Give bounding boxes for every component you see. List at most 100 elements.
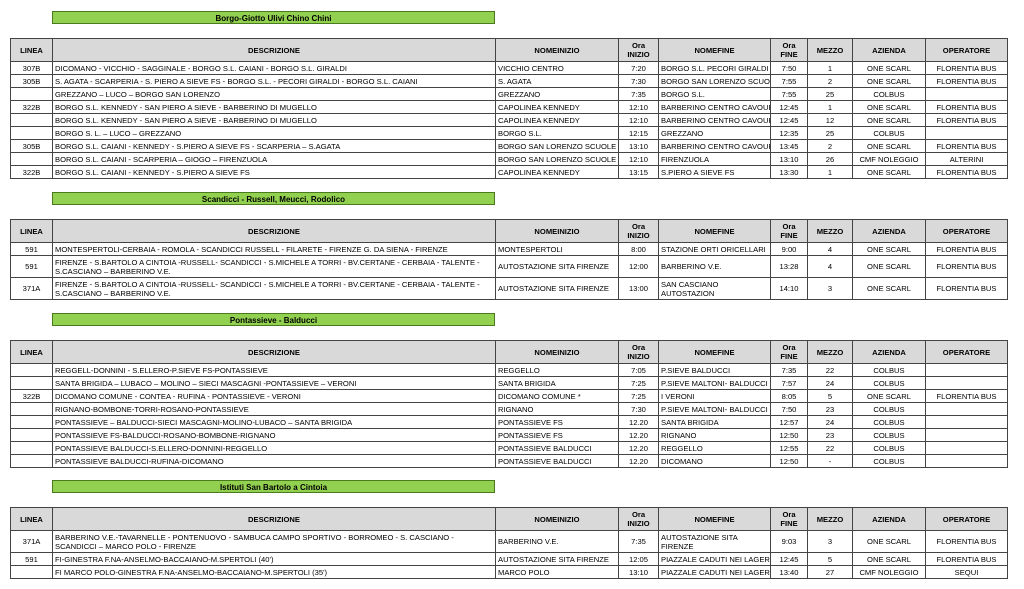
table-cell: 13:10 xyxy=(618,139,659,153)
table-cell: 27 xyxy=(807,565,853,579)
column-header: LINEA xyxy=(10,219,53,243)
column-header: NOMEINIZIO xyxy=(495,38,619,62)
table-cell: 12:55 xyxy=(770,441,808,455)
table-cell: FIRENZE - S.BARTOLO A CINTOIA -RUSSELL- … xyxy=(52,277,496,300)
table-cell: ONE SCARL xyxy=(852,61,926,75)
column-header: OPERATORE xyxy=(925,340,1008,364)
column-header: DESCRIZIONE xyxy=(52,219,496,243)
table-cell: PONTASSIEVE BALDUCCI-RUFINA-DICOMANO xyxy=(52,454,496,468)
table-row: SANTA BRIGIDA – LUBACO – MOLINO – SIECI … xyxy=(10,376,1008,390)
column-header: OPERATORE xyxy=(925,38,1008,62)
table-row: 322B BORGO S.L. KENNEDY - SAN PIERO A SIE… xyxy=(10,100,1008,114)
table-cell: GREZZANO xyxy=(495,87,619,101)
column-header: AZIENDA xyxy=(852,219,926,243)
table-cell: REGGELLO xyxy=(495,363,619,377)
table-cell: SEQUI xyxy=(925,565,1008,579)
table-cell: 13:15 xyxy=(618,165,659,179)
table-cell: FLORENTIA BUS xyxy=(925,552,1008,566)
table-row: 322B DICOMANO COMUNE - CONTEA - RUFINA - … xyxy=(10,389,1008,403)
table-cell: DICOMANO - VICCHIO - SAGGINALE - BORGO S… xyxy=(52,61,496,75)
table-cell: ONE SCARL xyxy=(852,277,926,300)
table-cell: COLBUS xyxy=(852,126,926,140)
table-cell: DICOMANO xyxy=(658,454,771,468)
table-cell: 3 xyxy=(807,530,853,553)
table-cell: CMF NOLEGGIO xyxy=(852,152,926,166)
table-row: PONTASSIEVE BALDUCCI-RUFINA-DICOMANO PONT… xyxy=(10,454,1008,468)
table-cell: 2 xyxy=(807,74,853,88)
table-cell xyxy=(10,454,53,468)
table-cell: PONTASSIEVE FS-BALDUCCI-ROSANO-BOMBONE-R… xyxy=(52,428,496,442)
table-cell: FLORENTIA BUS xyxy=(925,100,1008,114)
table-cell: CAPOLINEA KENNEDY xyxy=(495,165,619,179)
table-cell: MONTESPERTOLI-CERBAIA - ROMOLA - SCANDIC… xyxy=(52,242,496,256)
table-cell: REGGELLO xyxy=(658,441,771,455)
table-cell: 1 xyxy=(807,61,853,75)
table-cell: AUTOSTAZIONE SITA FIRENZE xyxy=(495,277,619,300)
table-cell: COLBUS xyxy=(852,428,926,442)
table-cell: ONE SCARL xyxy=(852,552,926,566)
table-cell: 13:40 xyxy=(770,565,808,579)
schedule-table: LINEA DESCRIZIONE NOMEINIZIO Ora INIZIO NOME… xyxy=(10,219,1008,300)
section-title: Borgo-Giotto Ulivi Chino Chini xyxy=(52,11,495,24)
table-cell: PONTASSIEVE – BALDUCCI-SIECI MASCAGNI-MO… xyxy=(52,415,496,429)
table-cell: 7:35 xyxy=(770,363,808,377)
table-cell: 12:10 xyxy=(618,113,659,127)
table-cell: COLBUS xyxy=(852,376,926,390)
table-row: FI MARCO POLO-GINESTRA F.NA-ANSELMO-BACC… xyxy=(10,565,1008,579)
table-cell xyxy=(10,428,53,442)
table-cell: P.SIEVE BALDUCCI xyxy=(658,363,771,377)
table-cell: BORGO SAN LORENZO SCUOLE C xyxy=(495,152,619,166)
table-cell: SAN CASCIANO AUTOSTAZION xyxy=(658,277,771,300)
table-cell: 591 xyxy=(10,552,53,566)
table-cell: 13:10 xyxy=(770,152,808,166)
table-cell: 23 xyxy=(807,428,853,442)
table-cell: BARBERINO V.E. xyxy=(658,255,771,278)
table-cell: BORGO S.L. PECORI GIRALDI 2 xyxy=(658,61,771,75)
table-row: BORGO S.L. KENNEDY - SAN PIERO A SIEVE -… xyxy=(10,113,1008,127)
table-cell: MONTESPERTOLI xyxy=(495,242,619,256)
table-cell: MARCO POLO xyxy=(495,565,619,579)
table-cell: BORGO S. L. – LUCO – GREZZANO xyxy=(52,126,496,140)
table-cell: 13:10 xyxy=(618,565,659,579)
table-cell: FI MARCO POLO-GINESTRA F.NA-ANSELMO-BACC… xyxy=(52,565,496,579)
table-cell: ALTERINI xyxy=(925,152,1008,166)
table-cell xyxy=(925,126,1008,140)
table-cell: PIAZZALE CADUTI NEI LAGER xyxy=(658,552,771,566)
table-cell: VICCHIO CENTRO xyxy=(495,61,619,75)
table-cell: COLBUS xyxy=(852,454,926,468)
table-cell: 13:28 xyxy=(770,255,808,278)
table-cell: 371A xyxy=(10,277,53,300)
table-cell: COLBUS xyxy=(852,363,926,377)
column-header: Ora INIZIO xyxy=(618,219,659,243)
header-row: LINEA DESCRIZIONE NOMEINIZIO Ora INIZIO NOME… xyxy=(10,219,1008,243)
column-header: LINEA xyxy=(10,507,53,531)
table-cell: BORGO S.L. xyxy=(495,126,619,140)
table-cell: GREZZANO xyxy=(658,126,771,140)
table-cell: 7:30 xyxy=(618,402,659,416)
table-cell: S. AGATA xyxy=(495,74,619,88)
table-cell: 1 xyxy=(807,100,853,114)
table-cell: 12:05 xyxy=(618,552,659,566)
table-cell: 7:50 xyxy=(770,61,808,75)
table-cell: ONE SCARL xyxy=(852,100,926,114)
table-cell xyxy=(925,441,1008,455)
column-header: NOMEFINE xyxy=(658,219,771,243)
table-row: 305B S. AGATA - SCARPERIA - S. PIERO A SI… xyxy=(10,74,1008,88)
table-row: 305B BORGO S.L. CAIANI - KENNEDY - S.PIER… xyxy=(10,139,1008,153)
table-cell: DICOMANO COMUNE * xyxy=(495,389,619,403)
table-cell xyxy=(10,441,53,455)
table-cell: 9:03 xyxy=(770,530,808,553)
table-cell: COLBUS xyxy=(852,87,926,101)
table-cell: CAPOLINEA KENNEDY xyxy=(495,113,619,127)
table-cell: PONTASSIEVE FS xyxy=(495,428,619,442)
schedule-table: LINEA DESCRIZIONE NOMEINIZIO Ora INIZIO NOME… xyxy=(10,38,1008,179)
table-cell: 22 xyxy=(807,441,853,455)
schedule-table: LINEA DESCRIZIONE NOMEINIZIO Ora INIZIO NOME… xyxy=(10,340,1008,468)
table-cell: FIRENZE - S.BARTOLO A CINTOIA -RUSSELL- … xyxy=(52,255,496,278)
table-row: 307B DICOMANO - VICCHIO - SAGGINALE - BOR… xyxy=(10,61,1008,75)
table-cell: BARBERINO CENTRO CAVOUR xyxy=(658,139,771,153)
table-cell: PONTASSIEVE BALDUCCI xyxy=(495,454,619,468)
table-cell xyxy=(925,454,1008,468)
table-cell: PIAZZALE CADUTI NEI LAGER xyxy=(658,565,771,579)
